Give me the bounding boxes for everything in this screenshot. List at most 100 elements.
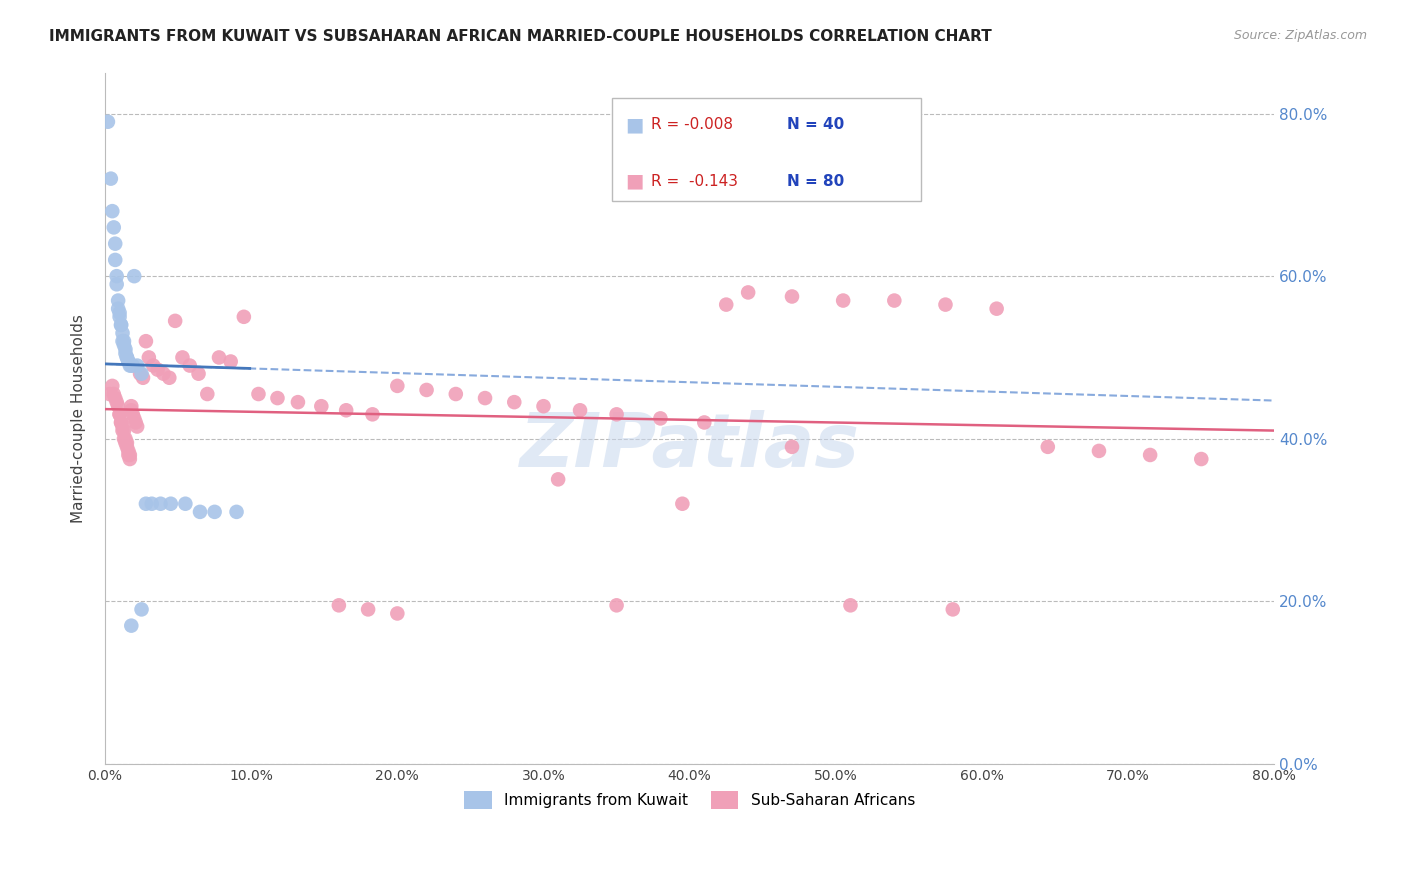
Point [883,293,905,308]
Point [716,297,738,311]
Point [100,171,122,186]
Point [114,432,136,446]
Point [111,424,134,438]
Point [125,416,148,430]
Point [115,435,138,450]
Point [104,391,127,405]
Point [118,359,141,373]
Point [111,334,134,348]
Point [159,497,181,511]
Point [737,285,759,300]
Point [839,599,862,613]
Point [104,252,127,267]
Point [1088,444,1111,458]
Point [110,416,132,430]
Point [110,416,132,430]
Point [104,236,127,251]
Point [149,497,172,511]
Point [108,310,131,324]
Point [152,367,174,381]
Text: ZIPatlas: ZIPatlas [520,409,859,483]
Point [942,602,965,616]
Text: R =  -0.143: R = -0.143 [651,174,738,188]
Point [219,354,242,368]
Point [693,416,716,430]
Point [204,505,226,519]
Text: N = 80: N = 80 [787,174,845,188]
Point [101,204,124,219]
Text: IMMIGRANTS FROM KUWAIT VS SUBSAHARAN AFRICAN MARRIED-COUPLE HOUSEHOLDS CORRELATI: IMMIGRANTS FROM KUWAIT VS SUBSAHARAN AFR… [49,29,993,44]
Point [118,448,141,462]
Point [131,602,153,616]
Point [135,497,157,511]
Point [157,370,180,384]
Point [503,395,526,409]
Point [311,399,333,413]
Point [114,343,136,357]
Point [117,354,139,368]
Point [114,346,136,360]
Point [105,269,128,284]
Point [165,314,187,328]
Point [115,351,138,365]
Point [121,359,143,373]
Point [112,334,135,348]
Point [606,408,628,422]
Point [195,387,218,401]
Point [780,289,803,303]
Point [138,351,160,365]
Point [107,399,129,413]
Point [127,419,149,434]
Point [112,424,135,438]
Point [188,505,211,519]
Point [671,497,693,511]
Point [112,338,135,352]
Point [474,391,496,405]
Y-axis label: Married-couple Households: Married-couple Households [72,314,86,523]
Point [103,220,125,235]
Point [142,359,165,373]
Point [650,411,672,425]
Point [179,359,201,373]
Point [105,277,128,292]
Point [120,403,142,417]
Point [287,395,309,409]
Point [108,306,131,320]
Point [120,399,142,413]
Point [1139,448,1161,462]
Point [533,399,555,413]
Point [111,326,134,340]
Point [606,599,628,613]
Point [117,354,139,368]
Point [174,497,197,511]
Point [247,387,270,401]
Point [387,607,409,621]
Point [225,505,247,519]
Point [129,367,152,381]
Point [127,359,149,373]
Point [1036,440,1059,454]
Point [986,301,1008,316]
Point [120,618,142,632]
Point [172,351,194,365]
Text: N = 40: N = 40 [787,118,845,132]
Point [111,419,134,434]
Point [335,403,357,417]
Point [328,599,350,613]
Point [112,432,135,446]
Point [117,444,139,458]
Text: Source: ZipAtlas.com: Source: ZipAtlas.com [1233,29,1367,42]
Point [444,387,467,401]
Point [266,391,288,405]
Point [107,301,129,316]
Point [98,387,121,401]
Point [120,359,142,373]
Point [135,334,157,348]
Point [146,362,169,376]
Point [780,440,803,454]
Point [108,408,131,422]
Text: R = -0.008: R = -0.008 [651,118,733,132]
Point [115,440,138,454]
Point [208,351,231,365]
Point [832,293,855,308]
